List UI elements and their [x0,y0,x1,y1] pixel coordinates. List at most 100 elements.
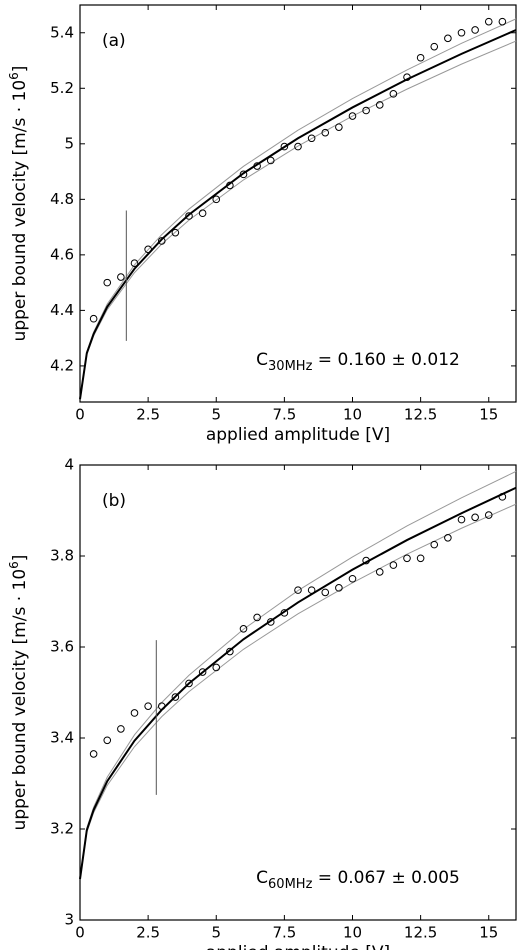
data-point [89,314,98,323]
data-point [117,273,125,281]
x-tick-label: 15 [479,406,498,424]
data-point [89,750,98,758]
y-tick-label: 3.8 [50,547,74,565]
x-tick-label: 10 [343,924,362,942]
data-point [130,259,139,267]
y-tick-label: 4.6 [50,245,74,263]
data-point [430,42,439,51]
line [79,18,517,400]
fit-curve [79,29,517,400]
annotation-text: = 0.067 ± 0.005 [312,868,459,888]
data-point [266,618,275,626]
fit-curve [79,486,517,880]
x-tick-label: 2.5 [136,406,160,424]
data-point [253,162,261,170]
data-point [362,106,370,115]
y-tick-label: 3.6 [50,638,74,656]
data-point [171,693,180,701]
data-point [185,212,193,220]
data-point [444,34,452,43]
line [79,470,517,880]
annotation-subscript: 60MHz [268,877,313,892]
y-axis-label-suffix: ] [10,555,30,562]
data-point [498,493,507,501]
y-axis-label-superscript: 6 [7,561,21,569]
y-tick-label: 3.2 [50,820,74,838]
data-point [294,586,302,594]
data-point [266,156,275,165]
data-point [157,702,166,710]
y-tick-label: 5.2 [50,79,74,97]
data-point [239,170,248,179]
y-axis-label-text: upper bound velocity [m/s · 10 [10,80,30,342]
x-tick-label: 5 [211,406,221,424]
data-point [416,554,425,563]
data-point [335,584,343,592]
data-point [294,142,302,151]
data-point [348,112,357,120]
data-point [198,209,207,218]
line [79,503,517,880]
panel-label: (a) [102,31,126,51]
data-point [335,123,343,131]
y-axis-label-superscript: 6 [7,72,21,80]
data-point [280,609,289,617]
line [79,40,517,400]
y-tick-label: 4.8 [50,190,74,208]
annotation: C60MHz = 0.067 ± 0.005 [256,868,460,892]
data-point [157,237,166,245]
plot-frame [79,4,517,403]
data-point [362,556,370,565]
data-point [321,128,330,137]
y-axis-label: upper bound velocity [m/s · 106] [7,555,31,831]
x-axis-label: applied amplitude [V] [206,943,390,950]
x-tick-label: 15 [479,924,498,942]
data-point [403,73,411,81]
x-tick-label: 0 [75,406,85,424]
annotation-subscript: 30MHz [268,359,313,374]
data-point [226,181,234,190]
data-point [375,101,384,109]
x-tick-label: 12.5 [404,924,437,942]
x-tick-label: 5 [211,924,221,942]
x-tick-label: 7.5 [272,406,296,424]
y-tick-label: 4 [64,456,74,474]
data-point [484,511,493,519]
data-point [416,53,425,62]
annotation-text: = 0.160 ± 0.012 [312,350,459,370]
data-point [498,17,507,26]
data-point [471,26,479,34]
y-tick-label: 5 [64,134,74,152]
y-tick-label: 3 [64,911,74,929]
data-point [130,709,139,717]
data-point [307,586,316,594]
plot-frame [79,464,517,921]
y-axis-label-suffix: ] [10,66,30,73]
x-tick-label: 2.5 [136,924,160,942]
data-point [444,534,452,542]
data-point [239,625,248,633]
data-point [253,613,261,622]
y-tick-label: 3.4 [50,729,74,747]
x-tick-label: 7.5 [272,924,296,942]
data-point [430,540,439,549]
x-tick-label: 0 [75,924,85,942]
data-point [212,663,221,672]
x-axis-label: applied amplitude [V] [206,425,390,445]
data-point [280,142,289,151]
y-tick-label: 5.4 [50,23,74,41]
data-point [403,554,411,563]
x-tick-label: 10 [343,406,362,424]
data-point [375,568,384,576]
data-point [198,668,207,676]
data-point [307,134,316,143]
data-point [471,513,479,522]
panel-label: (b) [102,491,126,511]
data-point [117,725,125,733]
data-point [457,28,466,37]
data-point [171,228,180,237]
data-point [321,588,330,597]
y-axis-label-text: upper bound velocity [m/s · 10 [10,569,30,831]
data-point [389,90,398,98]
